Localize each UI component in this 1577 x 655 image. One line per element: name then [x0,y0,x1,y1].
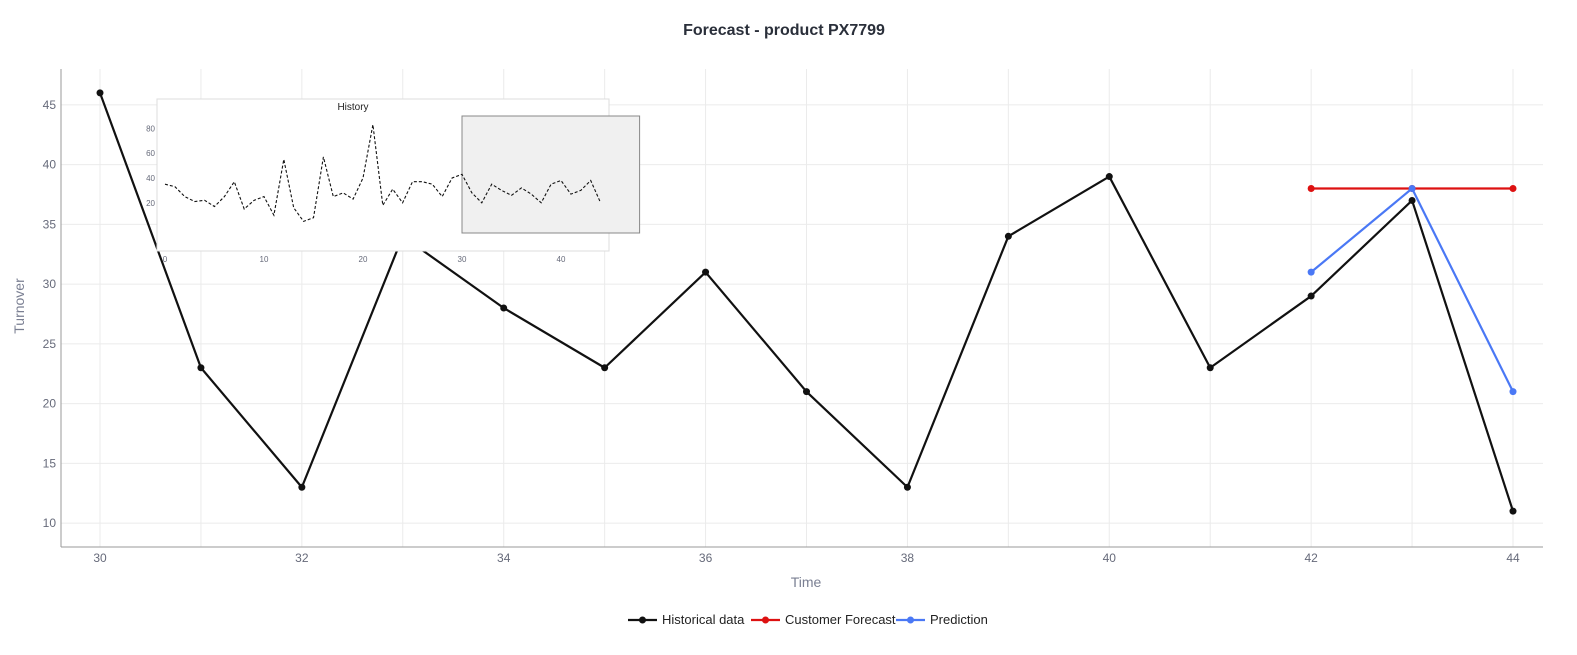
x-tick-label: 40 [1103,551,1117,565]
inset-y-tick-label: 60 [146,149,155,158]
y-tick-label: 15 [43,456,57,470]
y-tick-label: 45 [43,98,57,112]
series-point-0[interactable] [1307,292,1315,300]
y-tick-label: 30 [43,277,57,291]
inset-x-tick-label: 10 [260,255,269,264]
y-tick-label: 20 [43,397,57,411]
legend-swatch-marker [639,616,646,624]
x-tick-label: 36 [699,551,713,565]
inset-x-tick-label: 0 [163,255,168,264]
series-point-2[interactable] [1509,388,1517,396]
inset-x-tick-label: 20 [359,255,368,264]
series-point-0[interactable] [803,388,810,396]
inset-selection-range[interactable] [461,115,641,234]
legend-swatch-marker [907,616,914,624]
legend-label[interactable]: Customer Forecast [785,612,896,627]
inset-x-tick-label: 30 [458,255,467,264]
y-axis-title: Turnover [11,278,27,334]
series-point-1[interactable] [1307,185,1315,192]
inset-y-tick-label: 20 [146,199,155,208]
x-tick-label: 32 [295,551,309,565]
legend-label[interactable]: Prediction [930,612,988,627]
y-tick-label: 35 [43,217,57,231]
x-tick-label: 38 [901,551,915,565]
x-tick-label: 42 [1304,551,1318,565]
series-point-0[interactable] [1105,173,1113,181]
series-point-0[interactable] [601,364,609,372]
inset-x-tick-label: 40 [557,255,566,264]
series-point-1[interactable] [1509,185,1517,192]
series-point-2[interactable] [1307,268,1315,276]
y-tick-label: 10 [43,516,57,530]
legend-swatch-marker [762,616,769,624]
inset-y-tick-label: 40 [146,174,155,183]
legend: Historical data Customer Forecast Predicti… [628,612,988,627]
series-layer [96,89,1517,515]
series-point-2[interactable] [1408,185,1416,192]
series-point-0[interactable] [1509,507,1517,515]
x-tick-label: 30 [93,551,107,565]
series-point-0[interactable] [903,483,911,491]
series-point-0[interactable] [298,483,306,491]
series-point-0[interactable] [1408,196,1416,204]
axes: 30 32 34 36 38 40 42 44 10 15 20 25 30 35 40 45 [43,69,1543,565]
inset-history-line [164,124,602,223]
inset-title: History [337,102,368,113]
inset-y-tick-label: 80 [146,124,155,133]
history-inset: History 0 10 20 30 40 20 40 60 80 [146,98,641,264]
legend-label[interactable]: Historical data [662,612,745,627]
x-tick-label: 34 [497,551,511,565]
x-axis-title: Time [791,574,822,590]
y-tick-label: 25 [43,337,57,351]
series-point-0[interactable] [702,268,710,276]
series-point-0[interactable] [500,304,508,312]
x-tick-label: 44 [1506,551,1520,565]
series-point-0[interactable] [1206,364,1214,372]
y-tick-label: 40 [43,158,57,172]
series-point-0[interactable] [96,89,104,97]
series-point-0[interactable] [1004,232,1012,240]
series-point-0[interactable] [197,364,205,372]
chart-title: Forecast - product PX7799 [683,22,885,39]
